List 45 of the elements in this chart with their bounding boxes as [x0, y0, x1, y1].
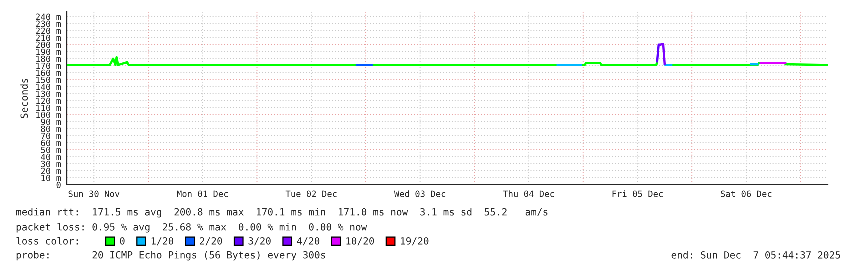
- legend-label: 3/20: [248, 237, 271, 246]
- y-axis-title: Seconds: [20, 78, 28, 118]
- y-tick-label: 130 m: [36, 90, 62, 98]
- y-tick-label: 10 m: [42, 174, 62, 182]
- y-tick-label: 210 m: [36, 34, 62, 42]
- text: packet loss: 0.95 % avg 25.68 % max 0.00 % min 0.00 % now: [16, 223, 368, 233]
- y-tick-label: 80 m: [41, 126, 62, 132]
- y-tick-label: 160 m: [36, 70, 62, 76]
- y-tick-label: 100 m: [36, 112, 62, 118]
- y-tick-label: 30 m: [41, 160, 62, 168]
- x-tick-label: Tue 02 Dec: [286, 190, 337, 198]
- y-tick-label: 120 m: [36, 98, 62, 104]
- y-tick-label: 240 m: [36, 14, 62, 20]
- y-tick-label: 190 m: [36, 48, 62, 56]
- legend-label: 4/20: [297, 237, 320, 246]
- legend-label: 19/20: [401, 237, 429, 246]
- legend-title: loss color:: [16, 237, 78, 245]
- x-tick-label: Wed 03 Dec: [394, 190, 446, 198]
- y-tick-label: 0: [56, 182, 61, 188]
- y-tick-label: 220 m: [36, 28, 62, 34]
- x-tick-label: Sun 30 Nov: [68, 190, 120, 198]
- y-tick-label: 170 m: [36, 62, 62, 70]
- legend-label: 2/20: [200, 237, 222, 246]
- legend-label: 1/20: [152, 237, 174, 246]
- x-tick-label: Fri 05 Dec: [612, 190, 663, 198]
- y-tick-label: 110 m: [36, 104, 62, 112]
- y-tick-label: 20 m: [41, 168, 62, 174]
- x-tick-label: Mon 01 Dec: [177, 190, 228, 198]
- text: probe: 20 ICMP Echo Pings (56 Bytes) every 300s: [16, 251, 326, 261]
- y-tick-label: 150 m: [36, 76, 62, 84]
- y-tick-label: 40 m: [41, 154, 62, 160]
- text: median rtt: 171.5 ms avg 200.8 ms max 170.1 ms min 171.0 ms now 3.1 ms sd 55.2 am/s: [16, 208, 548, 218]
- text: end: Sun Dec 7 05:44:37 2025: [672, 251, 840, 259]
- x-tick-label: Thu 04 Dec: [503, 190, 554, 198]
- y-tick-label: 60 m: [41, 140, 62, 146]
- x-tick-label: Sat 06 Dec: [721, 190, 772, 198]
- y-tick-label: 140 m: [36, 84, 62, 90]
- legend-label: 0: [120, 237, 125, 245]
- legend-label: 10/20: [346, 237, 374, 246]
- y-tick-label: 70 m: [41, 132, 62, 140]
- y-tick-label: 50 m: [41, 146, 62, 154]
- y-tick-label: 180 m: [36, 56, 62, 62]
- y-tick-label: 230 m: [36, 20, 62, 28]
- y-tick-label: 200 m: [36, 42, 62, 48]
- y-tick-label: 90 m: [41, 118, 62, 126]
